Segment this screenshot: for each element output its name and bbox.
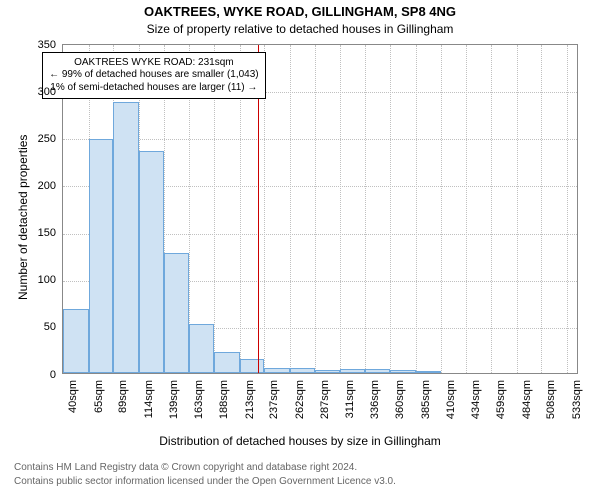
gridline-h — [63, 139, 577, 140]
histogram-bar — [113, 102, 139, 373]
gridline-v — [390, 45, 391, 373]
annotation-line: 1% of semi-detached houses are larger (1… — [49, 82, 259, 95]
x-tick-label: 139sqm — [168, 380, 180, 425]
histogram-bar — [240, 359, 265, 373]
histogram-bar — [264, 368, 290, 373]
annotation-line: OAKTREES WYKE ROAD: 231sqm — [49, 57, 259, 70]
footer-line1: Contains HM Land Registry data © Crown c… — [0, 462, 600, 473]
y-tick-label: 250 — [16, 133, 56, 145]
histogram-bar — [139, 151, 165, 373]
histogram-bar — [214, 352, 240, 373]
x-tick-label: 163sqm — [193, 380, 205, 425]
gridline-v — [315, 45, 316, 373]
x-tick-label: 188sqm — [218, 380, 230, 425]
gridline-v — [365, 45, 366, 373]
gridline-v — [541, 45, 542, 373]
histogram-bar — [89, 139, 114, 373]
y-tick-label: 200 — [16, 180, 56, 192]
histogram-bar — [290, 368, 316, 373]
x-tick-label: 336sqm — [369, 380, 381, 425]
histogram-bar — [63, 309, 89, 373]
x-tick-label: 40sqm — [67, 380, 79, 425]
y-tick-label: 150 — [16, 227, 56, 239]
histogram-bar — [189, 324, 215, 373]
y-tick-label: 50 — [16, 321, 56, 333]
gridline-v — [466, 45, 467, 373]
x-tick-label: 484sqm — [521, 380, 533, 425]
y-tick-label: 100 — [16, 274, 56, 286]
x-tick-label: 114sqm — [143, 380, 155, 425]
x-tick-label: 385sqm — [420, 380, 432, 425]
x-tick-label: 508sqm — [545, 380, 557, 425]
gridline-v — [290, 45, 291, 373]
x-tick-label: 533sqm — [571, 380, 583, 425]
histogram-bar — [340, 369, 366, 373]
x-tick-label: 237sqm — [268, 380, 280, 425]
histogram-bar — [390, 370, 416, 373]
x-tick-label: 360sqm — [394, 380, 406, 425]
chart-title-line2: Size of property relative to detached ho… — [0, 22, 600, 36]
histogram-bar — [164, 253, 189, 373]
y-tick-label: 300 — [16, 86, 56, 98]
x-tick-label: 459sqm — [495, 380, 507, 425]
annotation-line: ← 99% of detached houses are smaller (1,… — [49, 69, 259, 82]
x-tick-label: 262sqm — [294, 380, 306, 425]
y-tick-label: 0 — [16, 369, 56, 381]
gridline-v — [491, 45, 492, 373]
x-tick-label: 434sqm — [470, 380, 482, 425]
histogram-bar — [365, 369, 390, 373]
y-tick-label: 350 — [16, 39, 56, 51]
histogram-bar — [315, 370, 340, 373]
x-tick-label: 410sqm — [445, 380, 457, 425]
plot-area: OAKTREES WYKE ROAD: 231sqm← 99% of detac… — [62, 44, 578, 374]
x-axis-label: Distribution of detached houses by size … — [0, 434, 600, 448]
gridline-v — [416, 45, 417, 373]
gridline-v — [567, 45, 568, 373]
gridline-v — [517, 45, 518, 373]
x-tick-label: 65sqm — [93, 380, 105, 425]
x-tick-label: 89sqm — [117, 380, 129, 425]
annotation-box: OAKTREES WYKE ROAD: 231sqm← 99% of detac… — [42, 52, 266, 100]
gridline-v — [340, 45, 341, 373]
histogram-bar — [416, 371, 442, 373]
gridline-v — [441, 45, 442, 373]
x-tick-label: 311sqm — [344, 380, 356, 425]
chart-title-line1: OAKTREES, WYKE ROAD, GILLINGHAM, SP8 4NG — [0, 4, 600, 19]
x-tick-label: 213sqm — [244, 380, 256, 425]
x-tick-label: 287sqm — [319, 380, 331, 425]
chart-container: { "chart": { "type": "histogram", "title… — [0, 0, 600, 500]
footer-line2: Contains public sector information licen… — [0, 476, 600, 487]
